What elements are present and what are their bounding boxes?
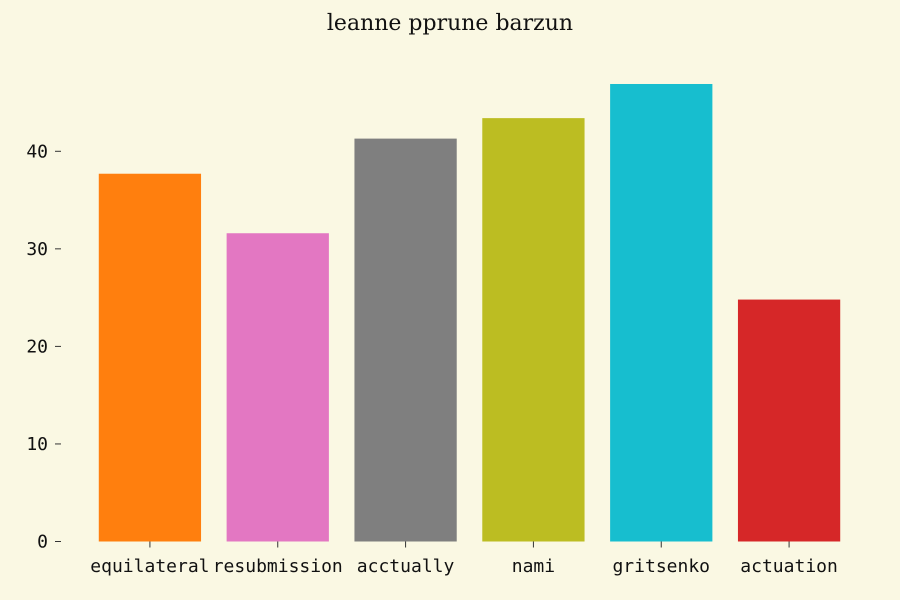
bar-resubmission: [226, 233, 329, 542]
bar-actuation: [737, 299, 841, 542]
bars: [98, 83, 841, 542]
bar-nami: [482, 118, 585, 542]
bar-equilateral: [98, 173, 202, 542]
x-tick-label: acctually: [357, 556, 455, 577]
chart-title: leanne pprune barzun: [327, 11, 573, 36]
bar-gritsenko: [610, 83, 713, 542]
bar-acctually: [354, 138, 457, 542]
y-tick-label: 10: [26, 434, 48, 455]
y-tick-label: 30: [26, 239, 48, 260]
x-tick-label: resubmission: [213, 556, 343, 577]
x-axis: equilateral resubmission acctually nami grit…: [90, 541, 838, 577]
y-tick-label: 20: [26, 336, 48, 357]
x-tick-label: equilateral: [90, 556, 209, 577]
y-axis: 0 10 20 30 40: [26, 141, 61, 553]
x-tick-label: nami: [512, 556, 555, 577]
y-tick-label: 0: [37, 532, 48, 553]
x-tick-label: actuation: [740, 556, 838, 577]
x-tick-label: gritsenko: [612, 556, 710, 577]
y-tick-label: 40: [26, 141, 48, 162]
